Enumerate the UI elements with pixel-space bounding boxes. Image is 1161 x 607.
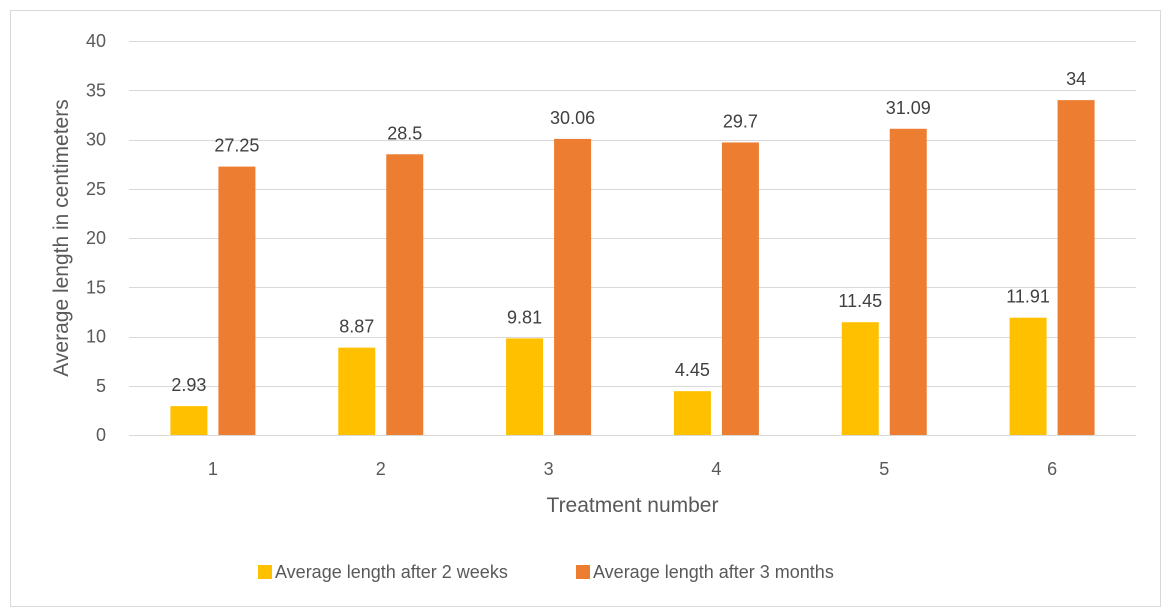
- bar: [338, 348, 375, 435]
- y-tick-label: 35: [86, 80, 106, 100]
- bar: [554, 139, 591, 435]
- data-label: 30.06: [550, 108, 595, 128]
- data-label: 8.87: [339, 317, 374, 337]
- y-tick-label: 0: [96, 425, 106, 445]
- bar: [890, 129, 927, 435]
- data-label: 34: [1066, 69, 1086, 89]
- y-axis-title: Average length in centimeters: [50, 99, 73, 376]
- y-tick-label: 20: [86, 228, 106, 248]
- legend-swatch: [576, 565, 590, 579]
- bar: [170, 406, 207, 435]
- legend-swatch: [258, 565, 272, 579]
- legend-label: Average length after 2 weeks: [275, 562, 508, 582]
- data-label: 31.09: [886, 98, 931, 118]
- data-label: 28.5: [387, 123, 422, 143]
- data-label: 29.7: [723, 111, 758, 131]
- y-tick-label: 15: [86, 277, 106, 297]
- bar: [506, 338, 543, 435]
- data-label: 4.45: [675, 360, 710, 380]
- data-label: 9.81: [507, 307, 542, 327]
- bar: [722, 142, 759, 435]
- y-tick-label: 5: [96, 376, 106, 396]
- x-axis-title: Treatment number: [547, 494, 719, 517]
- bar: [1058, 100, 1095, 435]
- data-label: 11.91: [1006, 287, 1050, 307]
- bar: [386, 154, 423, 435]
- bar: [674, 391, 711, 435]
- x-tick-label: 3: [544, 459, 554, 479]
- bar: [1010, 318, 1047, 435]
- legend-label: Average length after 3 months: [593, 562, 834, 582]
- x-tick-label: 4: [711, 459, 721, 479]
- data-label: 11.45: [838, 291, 882, 311]
- x-tick-label: 1: [208, 459, 218, 479]
- data-label: 2.93: [171, 375, 206, 395]
- x-tick-label: 2: [376, 459, 386, 479]
- x-tick-label: 5: [879, 459, 889, 479]
- y-tick-label: 40: [86, 31, 106, 51]
- bar: [842, 322, 879, 435]
- x-tick-label: 6: [1047, 459, 1057, 479]
- y-tick-label: 10: [86, 327, 106, 347]
- y-tick-label: 25: [86, 179, 106, 199]
- bar: [218, 167, 255, 435]
- y-tick-label: 30: [86, 130, 106, 150]
- data-label: 27.25: [214, 136, 259, 156]
